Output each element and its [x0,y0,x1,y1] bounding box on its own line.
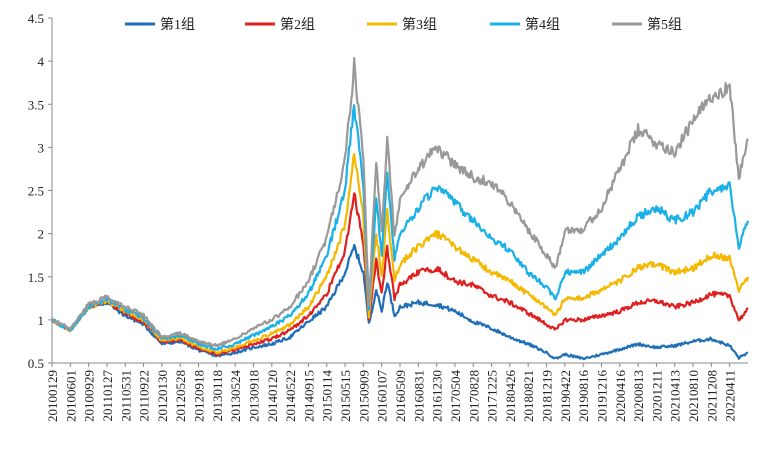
x-tick-label: 20120130 [155,370,170,422]
legend-label: 第5组 [647,16,682,33]
x-tick-label: 20140915 [301,370,316,422]
y-tick-label: 0.5 [28,356,44,371]
series-line-4 [51,104,750,351]
y-tick-label: 2 [38,227,45,242]
x-tick-label: 20160831 [411,370,426,422]
x-tick-label: 20181219 [540,370,555,422]
y-tick-label: 1.5 [28,270,44,285]
x-tick-label: 20180426 [503,370,518,423]
x-tick-label: 20150515 [338,370,353,422]
x-tick-label: 20171225 [485,370,500,422]
x-tick-label: 20100129 [45,370,60,422]
x-tick-label: 20170504 [448,370,463,423]
x-tick-label: 20190422 [558,370,573,422]
x-axis: 20100129 20100601 20100929 20110127 20110531… [45,362,748,423]
legend-label: 第4组 [525,16,560,33]
x-tick-label: 20210810 [686,370,701,422]
legend-label: 第3组 [402,16,437,33]
x-tick-label: 20190816 [576,370,591,423]
x-tick-label: 20120528 [173,370,188,422]
series-line-2 [51,192,749,357]
x-tick-label: 20140120 [265,370,280,422]
x-tick-label: 20210413 [668,370,683,422]
x-tick-label: 20130118 [210,370,225,422]
x-tick-label: 20160107 [375,370,390,423]
x-tick-label: 20191216 [594,370,609,423]
x-tick-label: 20200416 [613,370,628,423]
x-tick-label: 20200813 [631,370,646,422]
x-tick-label: 20110127 [100,370,115,422]
x-tick-label: 20130918 [246,370,261,422]
x-tick-label: 20220411 [723,370,738,422]
x-tick-label: 20120918 [192,370,207,422]
y-tick-label: 1 [38,313,45,328]
x-tick-label: 20211208 [704,370,719,422]
series-line-5 [51,57,749,348]
x-tick-label: 20160509 [393,370,408,422]
x-tick-label: 20140522 [283,370,298,422]
series-line-3 [51,152,750,355]
x-tick-label: 20100929 [82,370,97,422]
y-tick-label: 3 [38,140,45,155]
x-tick-label: 20161230 [430,370,445,422]
x-tick-label: 20110531 [118,370,133,422]
x-tick-label: 20110922 [137,370,152,422]
x-tick-label: 20201211 [649,370,664,422]
legend: 第1组 第2组 第3组 第4组 第5组 [125,16,682,33]
legend-label: 第2组 [280,16,315,33]
x-tick-label: 20150114 [320,370,335,422]
x-tick-label: 20170828 [466,370,481,422]
x-tick-label: 20150909 [356,370,371,422]
x-tick-label: 20100601 [63,370,78,422]
x-tick-label: 20180821 [521,370,536,422]
y-tick-label: 3.5 [28,97,44,112]
y-tick-label: 2.5 [28,184,44,199]
y-tick-label: 4.5 [28,11,44,26]
y-tick-label: 4 [38,54,45,69]
legend-label: 第1组 [160,16,195,33]
y-axis: 0.5 1 1.5 2 2.5 3 3.5 4 4.5 [28,11,53,371]
x-tick-label: 20130524 [228,370,243,423]
series-layer [51,57,750,361]
